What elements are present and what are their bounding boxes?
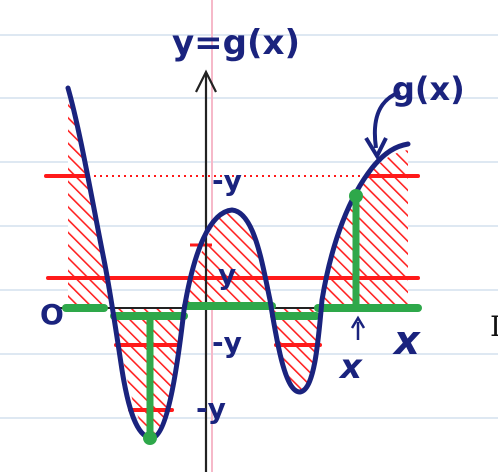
- curve-label-arrow: [372, 90, 401, 149]
- curve-label-arrowhead: [364, 136, 388, 161]
- level-label-upper-y: y: [218, 258, 236, 291]
- x-axis-label: x: [392, 318, 421, 364]
- y-axis-arrowhead: [195, 69, 217, 93]
- origin-label: O: [40, 298, 64, 331]
- level-label-high: -y: [212, 164, 242, 197]
- curve-g: [65, 85, 411, 441]
- green-dot-min: [143, 431, 157, 445]
- hatched-region-neg2: [272, 308, 320, 392]
- x-point-tick-head: [350, 315, 366, 329]
- title: y=g(x): [172, 23, 300, 63]
- level-label-neg-upper: -y: [212, 326, 242, 359]
- x-point-label: x: [338, 347, 363, 387]
- curve-label: g(x): [392, 70, 465, 108]
- green-dot-right: [349, 189, 363, 203]
- hatched-region-right: [320, 150, 408, 308]
- edge-glyph: I: [490, 310, 498, 343]
- level-label-neg-lower: -y: [196, 392, 226, 425]
